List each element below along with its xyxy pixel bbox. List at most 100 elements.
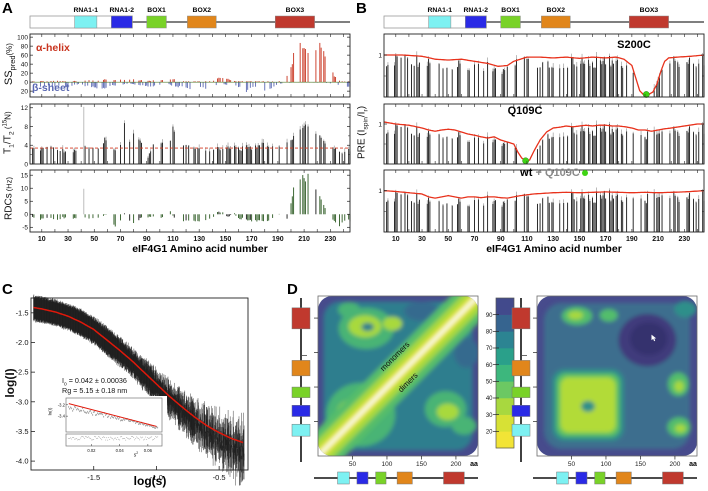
svg-text:50: 50 — [444, 236, 452, 243]
saxs-yaxis-title: log(I) — [3, 368, 17, 398]
domain-label-BOX2: BOX2 — [193, 7, 212, 14]
svg-text:70: 70 — [117, 236, 125, 243]
domain-track-left-dimer — [511, 298, 531, 462]
saxs-fit-curve — [33, 306, 244, 444]
track-box-BOX1 — [291, 386, 311, 398]
legend-alpha-helix: α-helix — [36, 42, 70, 54]
subplot-label-q109c: Q109C — [507, 105, 543, 117]
svg-text:-3.0: -3.0 — [16, 397, 29, 406]
svg-text:100: 100 — [17, 35, 28, 42]
pre-axis-label: PRE (Ispin/Ir) — [356, 105, 370, 160]
domain-box-BOX3 — [628, 15, 669, 29]
track-box-RNA1-2 — [356, 471, 369, 485]
pre-smooth-envelope — [383, 121, 704, 162]
track-box-RNA1-1 — [511, 423, 531, 437]
domain-box-RNA1-1 — [428, 15, 452, 29]
svg-text:110: 110 — [521, 236, 532, 243]
pre3-bars — [386, 187, 705, 232]
svg-text:0.06: 0.06 — [144, 448, 153, 453]
cursor-arrow — [651, 334, 657, 342]
panel-a-xaxis-title: eIF4G1 Amino acid number — [132, 243, 268, 255]
inset-rg-text: Rg = 5.15 ± 0.18 nm — [62, 386, 128, 395]
svg-text:100: 100 — [601, 461, 612, 468]
track-box-BOX1 — [375, 471, 387, 485]
svg-text:50: 50 — [568, 461, 576, 468]
svg-text:60: 60 — [486, 363, 493, 369]
svg-text:150: 150 — [574, 236, 586, 243]
pre1-ticks: 1 — [378, 34, 704, 97]
svg-text:70: 70 — [486, 346, 493, 352]
t1t2-ticks: 0 4 8 12 — [21, 104, 350, 168]
domain-label-BOX1: BOX1 — [501, 7, 520, 14]
svg-text:50: 50 — [486, 379, 493, 385]
pre-wt-q109c-chart: 10 30 50 70 90 110 130 150 170 190 210 230 1 — [378, 169, 705, 243]
svg-text:-3.4: -3.4 — [58, 414, 66, 419]
svg-text:150: 150 — [635, 461, 646, 468]
aa-axis-label: aa — [689, 461, 697, 468]
domain-label-RNA1-2: RNA1-2 — [464, 7, 489, 14]
svg-text:30: 30 — [64, 236, 72, 243]
svg-text:80: 80 — [21, 44, 29, 51]
svg-text:90: 90 — [497, 236, 505, 243]
guinier-residuals — [68, 436, 158, 441]
distance-colorbar: 90 80 70 60 50 40 30 20 — [486, 297, 515, 449]
ss-label-main: SS — [2, 70, 15, 86]
track-box-BOX3 — [662, 471, 684, 485]
domain-label-RNA1-2: RNA1-2 — [110, 7, 135, 14]
domain-track-left-monomer — [291, 298, 311, 462]
subplot-label-s200c: S200C — [617, 39, 651, 51]
svg-text:10: 10 — [392, 236, 400, 243]
svg-text:40: 40 — [486, 396, 493, 402]
svg-text:10: 10 — [21, 186, 29, 193]
track-box-RNA1-2 — [575, 471, 588, 485]
svg-text:190: 190 — [626, 236, 638, 243]
track-box-RNA1-1 — [337, 471, 350, 485]
domain-track-bottom-dimer — [533, 471, 697, 485]
svg-text:4: 4 — [24, 143, 28, 150]
domain-label-BOX3: BOX3 — [640, 7, 659, 14]
monomer-distance-map: 50 100 150 200 aa — [314, 295, 479, 468]
domain-box-BOX1 — [146, 15, 167, 29]
pre-smooth-envelope — [383, 190, 704, 199]
panel-a-label: A — [2, 0, 13, 17]
svg-text:90: 90 — [143, 236, 151, 243]
svg-text:230: 230 — [678, 236, 690, 243]
saxs-xaxis-title: log(s) — [133, 474, 167, 488]
svg-text:-3.2: -3.2 — [58, 402, 66, 407]
saxs-guinier-inset: 0.02 0.04 0.06 -3.2 -3.4 — [57, 396, 167, 456]
svg-text:10: 10 — [38, 236, 46, 243]
track-box-BOX2 — [291, 360, 311, 377]
svg-text:15: 15 — [21, 173, 29, 180]
svg-text:-2.0: -2.0 — [16, 338, 29, 347]
pre3-ticks: 10 30 50 70 90 110 130 150 170 190 210 230 1 — [378, 170, 704, 243]
svg-text:90: 90 — [486, 313, 493, 319]
svg-text:190: 190 — [272, 236, 284, 243]
svg-text:170: 170 — [246, 236, 258, 243]
aa-axis-label: aa — [470, 461, 478, 468]
track-box-RNA1-1 — [291, 423, 311, 437]
track-box-RNA1-2 — [511, 405, 531, 417]
t1t2-bars — [32, 120, 351, 164]
rdc-axis-label: RDCs (Hz) — [3, 177, 15, 220]
track-box-RNA1-1 — [556, 471, 569, 485]
svg-text:-4.0: -4.0 — [16, 457, 29, 466]
svg-text:-3.5: -3.5 — [16, 427, 29, 436]
svg-text:8: 8 — [24, 124, 28, 131]
svg-text:20: 20 — [21, 89, 29, 96]
svg-text:230: 230 — [324, 236, 336, 243]
svg-text:200: 200 — [451, 461, 462, 468]
svg-text:40: 40 — [21, 62, 29, 69]
track-box-BOX3 — [511, 307, 531, 330]
ss-bars — [32, 42, 351, 93]
svg-text:150: 150 — [220, 236, 232, 243]
svg-text:130: 130 — [193, 236, 205, 243]
track-box-BOX1 — [511, 386, 531, 398]
svg-text:100: 100 — [382, 461, 393, 468]
pre-q109c-chart: 1 — [378, 103, 705, 165]
panel-d-label: D — [287, 281, 298, 298]
svg-text:20: 20 — [486, 429, 493, 435]
svg-text:30: 30 — [418, 236, 426, 243]
inset-i0-text: I0 = 0.042 ± 0.00036 — [62, 376, 127, 388]
track-box-BOX3 — [443, 471, 465, 485]
